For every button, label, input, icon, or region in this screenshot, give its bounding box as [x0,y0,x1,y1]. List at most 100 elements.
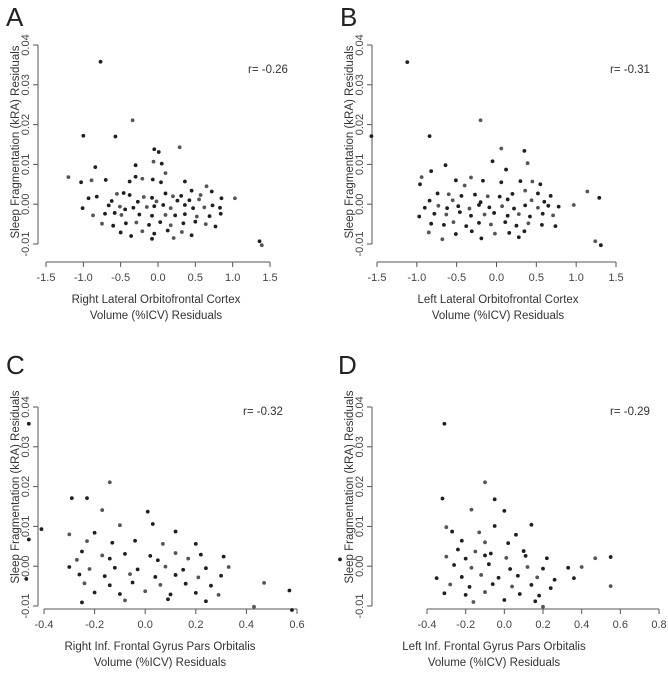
data-point [165,228,170,233]
data-point [514,223,519,228]
data-point [123,221,128,226]
data-point [216,592,221,597]
data-point [442,591,447,596]
x-tick-label: -1.5 [368,272,387,284]
data-point [133,538,137,543]
data-point [505,197,510,202]
data-point [444,554,449,559]
data-point [533,599,538,604]
data-point [503,220,508,225]
data-point [504,167,508,172]
data-point [435,191,440,196]
data-point [111,223,116,228]
data-point [451,220,456,225]
data-point [477,530,482,535]
data-point [91,213,95,218]
data-point [158,583,163,587]
data-point [422,205,427,210]
correlation-annotation: r= -0.31 [610,64,650,76]
data-point [492,497,497,502]
data-point [77,572,82,577]
data-point [118,523,122,528]
data-point [204,184,209,189]
data-point [86,196,91,201]
data-point [453,232,458,236]
panel-b: B r= -0.31 Sleep Fragmentation (kRA) Res… [340,2,650,322]
data-point [171,236,176,240]
panel-c: C r= -0.32 Sleep Fragmentation (kRA) Res… [6,350,342,669]
data-point [213,224,218,229]
y-tick-label: 0.02 [20,114,32,135]
data-point [24,577,29,581]
data-point [448,582,453,587]
data-point [593,239,598,244]
x-tick-label: 1.0 [569,272,584,284]
data-point [469,229,474,234]
y-tick-label: 0.03 [20,74,32,95]
data-point [483,480,487,485]
data-point [80,549,84,554]
data-point [109,199,114,203]
x-tick-label: 0.6 [289,619,304,631]
y-tick-label: 0.01 [20,154,32,175]
data-point [523,553,528,558]
data-point [144,205,149,209]
data-point [477,203,481,207]
y-axis-title: Sleep Fragmentation (kRA) Residuals [344,45,356,238]
data-point [140,229,145,234]
data-point [504,555,509,560]
data-point [287,588,292,593]
data-point [197,197,201,202]
x-tick-label: 0.5 [529,272,544,284]
data-point [98,59,103,64]
data-point [163,171,168,176]
data-point [427,198,432,203]
data-point [102,574,107,579]
data-point [193,219,198,224]
x-axis-title-line1: Left Inf. Frontal Gyrus Pars Orbitalis [402,641,586,653]
data-point [463,592,468,597]
y-tick-label: 0.04 [354,34,366,55]
data-point [39,527,44,532]
data-point [338,557,342,562]
panel-letter: D [338,350,357,380]
y-tick-label: 0.04 [20,396,32,417]
x-tick-label: -1.0 [74,272,93,284]
data-point [463,556,468,561]
data-point [159,161,164,166]
data-point [529,522,534,527]
x-tick-label: -0.2 [85,619,104,631]
data-point [518,179,523,184]
data-point [219,196,224,201]
data-point [92,590,97,595]
data-point [112,211,117,215]
data-point [123,207,128,212]
data-point [26,537,31,542]
y-tick-label: 0.01 [354,516,366,537]
data-point [210,203,215,208]
x-tick-label: 0.8 [651,619,666,631]
data-point [522,148,527,153]
data-point [521,549,526,553]
x-axis-title-line1: Right Lateral Orbitofrontal Cortex [72,294,241,306]
y-tick-label: 0.02 [354,476,366,497]
data-point [207,214,212,219]
data-point [467,584,472,589]
data-point [483,540,487,545]
data-point [189,188,194,193]
data-point [177,145,182,150]
data-point [82,581,87,586]
data-point [218,205,222,210]
data-point [209,583,213,588]
data-point [456,547,460,552]
data-point [541,604,545,609]
axes: -0.4 -0.2 0.0 0.2 0.4 0.6 0.8 -0.01 0.00 0.01 0.02… [354,396,667,631]
data-point [572,576,576,581]
data-point [496,575,501,580]
data-point [135,199,140,204]
data-point [608,555,613,559]
data-point [198,552,203,557]
data-point [209,189,214,194]
y-axis-title: Sleep Fragmentation (kRA) Residuals [10,390,22,583]
x-tick-label: -1.5 [37,272,56,284]
